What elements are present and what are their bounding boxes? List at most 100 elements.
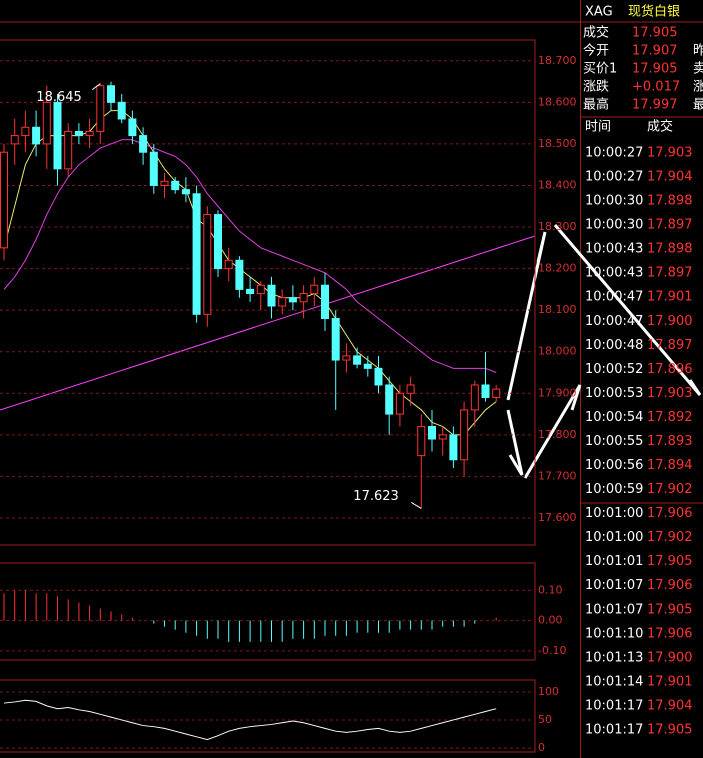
trade-time: 10:00:48 <box>585 338 643 353</box>
trade-time: 10:00:30 <box>585 194 643 209</box>
panel-frame <box>0 679 536 753</box>
trade-price: 17.900 <box>647 314 693 329</box>
candle-body <box>299 293 308 303</box>
candle-body <box>363 363 372 369</box>
trade-price: 17.900 <box>647 650 693 665</box>
candle-body <box>107 85 115 103</box>
candle-body <box>203 214 212 315</box>
y-tick-label: 18.700 <box>538 54 577 67</box>
trade-price: 17.905 <box>647 554 693 569</box>
y-tick-label: 50 <box>538 713 552 726</box>
candle-body <box>395 392 404 415</box>
candle-body <box>267 284 276 307</box>
trade-time: 10:00:47 <box>585 290 643 305</box>
candle-body <box>117 101 126 120</box>
trade-time: 10:01:13 <box>585 650 643 665</box>
trade-price: 17.897 <box>647 338 693 353</box>
quote-value: 17.997 <box>632 98 678 113</box>
panel-frame <box>0 39 536 546</box>
candle-body <box>288 297 297 303</box>
arrow <box>553 224 702 396</box>
annotation: 17.623 <box>353 489 399 504</box>
candle-body <box>42 101 51 145</box>
y-tick-label: 100 <box>538 685 559 698</box>
trade-price: 17.905 <box>647 602 693 617</box>
candle-body <box>492 388 501 398</box>
trade-time: 10:01:17 <box>585 698 643 713</box>
trade-time: 10:00:52 <box>585 362 643 377</box>
trade-time: 10:00:54 <box>585 410 643 425</box>
trade-time: 10:01:10 <box>585 626 643 641</box>
trade-price: 17.904 <box>647 698 693 713</box>
trade-time: 10:00:27 <box>585 170 643 185</box>
arrow <box>506 231 547 401</box>
trade-price: 17.898 <box>647 194 693 209</box>
y-tick-label: 17.600 <box>538 511 577 524</box>
trade-price: 17.903 <box>647 386 693 401</box>
candle-body <box>64 130 73 170</box>
candle-body <box>96 85 105 132</box>
trade-price: 17.906 <box>647 506 693 521</box>
candle-body <box>192 193 201 315</box>
indicator-line <box>3 699 497 741</box>
trade-price: 17.904 <box>647 170 693 185</box>
quote-value: 17.905 <box>632 62 678 77</box>
candle-body <box>438 434 447 440</box>
candle-body <box>32 126 41 145</box>
trade-price: 17.901 <box>647 290 693 305</box>
y-tick-label: 17.800 <box>538 428 577 441</box>
y-tick-label: 18.200 <box>538 262 577 275</box>
trade-time: 10:00:53 <box>585 386 643 401</box>
annotation: 18.645 <box>36 90 82 105</box>
trade-time: 10:01:00 <box>585 506 643 521</box>
trade-price: 17.897 <box>647 266 693 281</box>
candle-body <box>385 384 394 415</box>
trade-price: 17.902 <box>647 530 693 545</box>
quote-value: 17.905 <box>632 26 678 41</box>
column-header: 时间 <box>585 120 611 135</box>
trade-price: 17.893 <box>647 434 693 449</box>
candle-body <box>278 297 287 307</box>
candle-body <box>10 135 19 145</box>
trade-time: 10:01:00 <box>585 530 643 545</box>
candle-body <box>214 214 222 270</box>
y-tick-label: 18.500 <box>538 137 577 150</box>
quote-value: +0.017 <box>632 80 680 95</box>
y-tick-label: -0.10 <box>538 644 566 657</box>
candle-body <box>0 151 8 249</box>
y-tick-label: 18.100 <box>538 303 577 316</box>
trade-price: 17.894 <box>647 458 693 473</box>
candle-body <box>21 126 30 137</box>
candle-body <box>246 288 255 295</box>
trade-price: 17.897 <box>647 218 693 233</box>
trade-price: 17.903 <box>647 146 693 161</box>
trade-price: 17.901 <box>647 674 693 689</box>
trade-time: 10:01:01 <box>585 554 643 569</box>
candle-body <box>85 130 94 137</box>
candle-body <box>417 426 426 457</box>
candle-body <box>171 180 180 191</box>
candle-body <box>321 284 329 319</box>
trade-time: 10:01:07 <box>585 602 643 617</box>
candle-body <box>342 355 351 361</box>
y-tick-label: 0 <box>538 741 545 754</box>
trade-price: 17.906 <box>647 578 693 593</box>
candle-body <box>331 317 340 361</box>
y-tick-label: 0.10 <box>538 583 563 596</box>
trade-time: 10:00:59 <box>585 482 643 497</box>
quote-label: 成交 <box>583 25 609 41</box>
candle-body <box>460 409 469 461</box>
candle-body <box>74 130 83 137</box>
annotation-leader <box>92 83 101 91</box>
trade-price: 17.902 <box>647 482 693 497</box>
candle-body <box>428 426 436 440</box>
quote-label: 买价1 <box>583 62 617 77</box>
y-tick-label: 18.000 <box>538 345 577 358</box>
candle-body <box>53 101 62 170</box>
candle-body <box>481 384 490 398</box>
candle-body <box>406 384 415 394</box>
y-tick-label: 17.900 <box>538 386 577 399</box>
